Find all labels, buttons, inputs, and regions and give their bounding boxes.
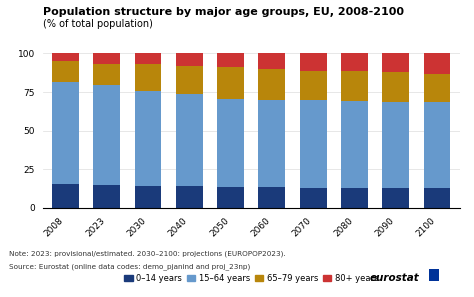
Bar — [176, 53, 203, 66]
Bar — [52, 82, 79, 184]
Bar — [217, 53, 244, 67]
Bar — [93, 85, 120, 185]
Bar — [258, 69, 285, 100]
Bar — [93, 185, 120, 208]
Bar — [135, 64, 161, 91]
Bar — [383, 72, 409, 102]
Bar — [424, 53, 450, 74]
Legend: 0–14 years, 15–64 years, 65–79 years, 80+ years: 0–14 years, 15–64 years, 65–79 years, 80… — [121, 271, 381, 286]
Bar — [135, 53, 161, 64]
Text: eurostat: eurostat — [370, 273, 419, 283]
Bar — [176, 186, 203, 208]
Text: Source: Eurostat (online data codes: demo_pjanind and proj_23np): Source: Eurostat (online data codes: dem… — [9, 263, 251, 270]
Bar — [93, 53, 120, 64]
Bar — [383, 188, 409, 208]
Bar — [300, 100, 327, 188]
Text: Note: 2023: provisional/estimated. 2030–2100: projections (EUROPOP2023).: Note: 2023: provisional/estimated. 2030–… — [9, 251, 286, 257]
Bar — [383, 102, 409, 188]
Text: (% of total population): (% of total population) — [43, 19, 153, 29]
Bar — [300, 53, 327, 71]
Bar — [258, 187, 285, 208]
Bar — [258, 100, 285, 187]
Bar — [341, 53, 368, 71]
Bar — [300, 71, 327, 100]
Bar — [52, 184, 79, 208]
Text: Population structure by major age groups, EU, 2008-2100: Population structure by major age groups… — [43, 7, 404, 18]
Bar — [176, 66, 203, 94]
Bar — [217, 99, 244, 187]
Bar — [217, 187, 244, 208]
Bar — [341, 101, 368, 188]
Bar — [341, 71, 368, 101]
Bar — [135, 91, 161, 186]
Bar — [424, 188, 450, 208]
Bar — [341, 188, 368, 208]
Bar — [258, 53, 285, 69]
Bar — [52, 61, 79, 82]
Bar — [135, 186, 161, 208]
Bar — [176, 94, 203, 186]
Bar — [424, 74, 450, 102]
Bar — [52, 53, 79, 61]
Bar — [217, 67, 244, 99]
Bar — [300, 188, 327, 208]
Bar — [383, 53, 409, 72]
Bar — [93, 64, 120, 85]
Bar — [424, 102, 450, 188]
